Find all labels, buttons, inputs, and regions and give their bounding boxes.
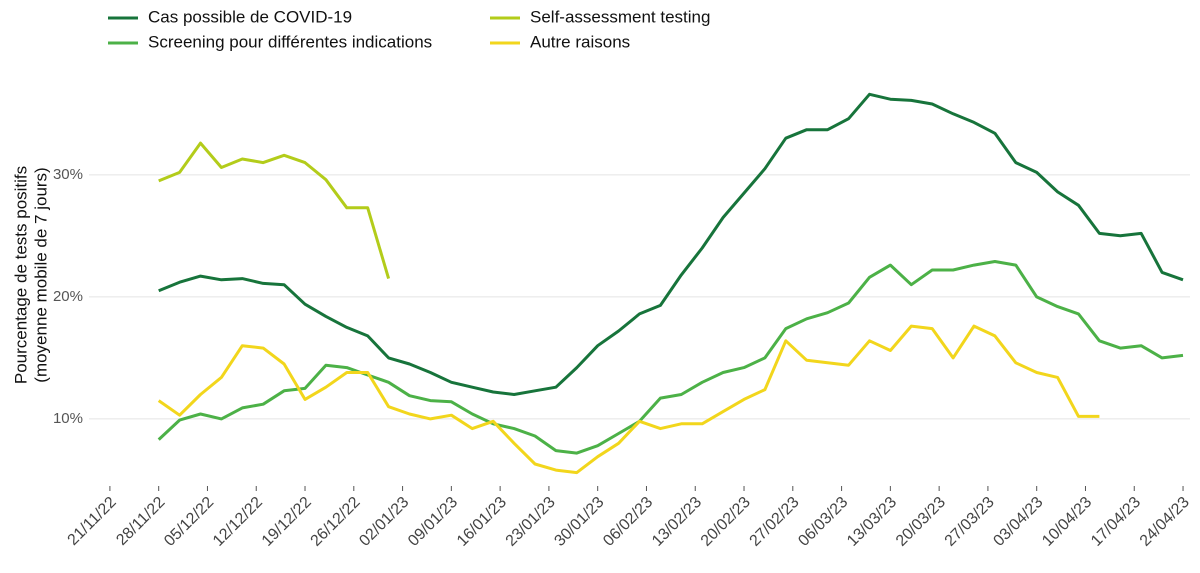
- x-tick-label: 30/01/23: [551, 494, 607, 550]
- legend-label: Self-assessment testing: [530, 7, 710, 26]
- legend-label: Cas possible de COVID-19: [148, 7, 352, 26]
- x-tick-label: 24/04/23: [1137, 494, 1193, 550]
- x-tick-label: 13/03/23: [844, 494, 900, 550]
- x-tick-label: 20/03/23: [893, 494, 949, 550]
- x-tick-label: 21/11/22: [64, 494, 119, 549]
- x-tick-label: 27/02/23: [747, 494, 803, 550]
- legend-label: Autre raisons: [530, 32, 630, 51]
- series-line: [157, 260, 1184, 455]
- x-tick-label: 10/04/23: [1039, 494, 1095, 550]
- y-tick-label: 20%: [53, 288, 83, 305]
- series-line: [157, 324, 1100, 475]
- series-line: [158, 92, 1184, 396]
- x-tick-label: 02/01/23: [356, 494, 412, 550]
- x-tick-label: 23/01/23: [503, 494, 559, 550]
- y-tick-label: 10%: [53, 410, 83, 427]
- x-tick-label: 03/04/23: [990, 494, 1046, 550]
- x-tick-label: 17/04/23: [1088, 494, 1144, 550]
- x-tick-label: 06/02/23: [600, 494, 656, 550]
- y-tick-label: 30%: [53, 166, 83, 183]
- x-tick-label: 16/01/23: [454, 494, 510, 550]
- y-axis-label: (moyenne mobile de 7 jours): [31, 167, 50, 382]
- x-tick-label: 26/12/22: [308, 494, 364, 550]
- x-tick-label: 09/01/23: [405, 494, 461, 550]
- legend-label: Screening pour différentes indications: [148, 32, 432, 51]
- x-tick-label: 20/02/23: [698, 494, 754, 550]
- series-line: [158, 141, 391, 280]
- x-tick-label: 19/12/22: [259, 494, 315, 550]
- x-tick-label: 27/03/23: [942, 494, 998, 550]
- x-tick-label: 05/12/22: [161, 494, 217, 550]
- x-tick-label: 13/02/23: [649, 494, 705, 550]
- x-tick-label: 12/12/22: [210, 494, 266, 550]
- y-axis-label: Pourcentage de tests positifs: [11, 166, 30, 384]
- x-tick-label: 28/11/22: [113, 494, 168, 549]
- x-tick-label: 06/03/23: [795, 494, 851, 550]
